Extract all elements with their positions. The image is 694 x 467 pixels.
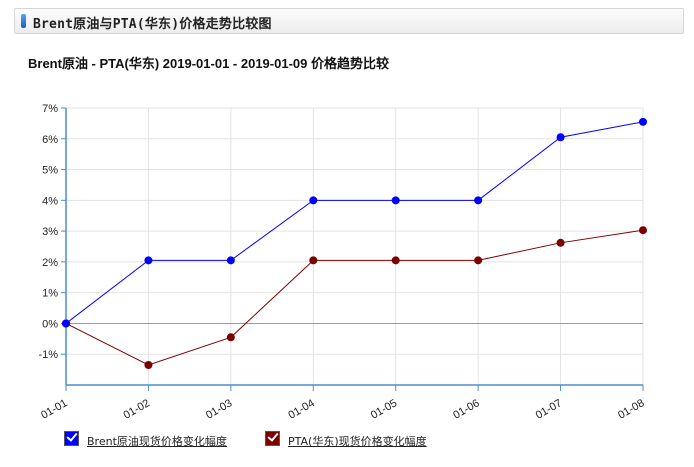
data-point (556, 133, 565, 142)
y-tick-label: 4% (42, 195, 58, 207)
data-point (639, 117, 647, 126)
data-point (144, 360, 153, 369)
data-point (391, 196, 400, 205)
data-point (391, 256, 400, 265)
x-tick-label: 01-01 (39, 397, 69, 421)
data-point (556, 238, 565, 247)
y-tick-label: 5% (42, 165, 58, 177)
data-point (226, 333, 235, 342)
chart-title: Brent原油 - PTA(华东) 2019-01-01 - 2019-01-0… (28, 56, 389, 71)
x-tick-label: 01-07 (534, 397, 564, 421)
check-icon (267, 430, 279, 442)
x-tick-label: 01-02 (122, 397, 152, 421)
y-tick-label: -1% (38, 349, 58, 361)
y-tick-label: 3% (42, 226, 58, 238)
y-tick-label: 1% (42, 288, 58, 300)
data-point (62, 319, 70, 328)
y-tick-label: 6% (42, 134, 58, 146)
check-icon (66, 430, 78, 442)
data-point (474, 256, 483, 265)
data-point (639, 226, 647, 235)
legend-checkbox-pta[interactable] (265, 430, 280, 446)
series-line-1 (65, 229, 644, 366)
series-line-0 (65, 121, 644, 324)
data-point (309, 256, 318, 265)
data-point (226, 256, 235, 265)
x-tick-label: 01-05 (369, 397, 399, 421)
x-tick-label: 01-04 (286, 397, 316, 421)
data-point (144, 256, 153, 265)
data-point (474, 196, 483, 205)
x-tick-label: 01-03 (204, 397, 234, 421)
y-tick-label: 7% (42, 103, 58, 115)
panel-title: Brent原油与PTA(华东)价格走势比较图 (33, 17, 272, 32)
x-tick-label: 01-08 (616, 397, 646, 421)
legend-label-brent[interactable]: Brent原油现货价格变化幅度 (87, 435, 227, 448)
y-tick-label: 2% (42, 257, 58, 269)
panel-header: Brent原油与PTA(华东)价格走势比较图 (14, 8, 684, 34)
bar-icon (21, 14, 26, 28)
data-point (309, 196, 318, 205)
legend-checkbox-brent[interactable] (64, 430, 79, 446)
y-tick-label: 0% (42, 318, 58, 330)
legend-label-pta[interactable]: PTA(华东)现货价格变化幅度 (288, 435, 427, 448)
x-tick-label: 01-06 (451, 397, 481, 421)
plot-area (66, 108, 643, 385)
